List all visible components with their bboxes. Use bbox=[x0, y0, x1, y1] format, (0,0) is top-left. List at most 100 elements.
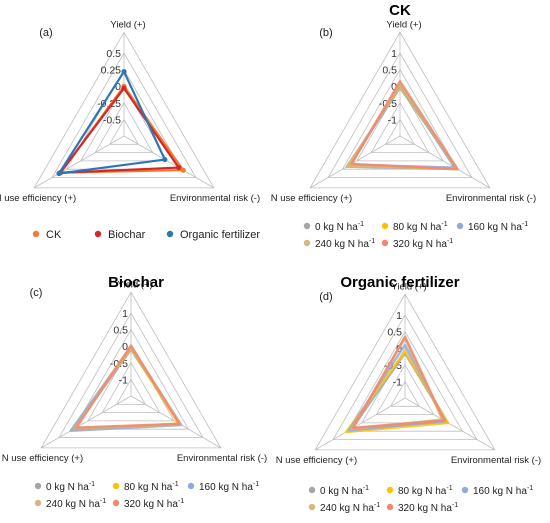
axis-spoke bbox=[40, 395, 132, 449]
tick-label: 1 bbox=[396, 310, 402, 322]
grid-ring bbox=[341, 68, 459, 170]
grid-ring bbox=[40, 291, 222, 449]
legend-marker bbox=[112, 499, 120, 507]
legend-label: 240 kg N ha-1 bbox=[315, 238, 375, 250]
legend-marker bbox=[303, 222, 311, 230]
grid-ring bbox=[108, 118, 140, 145]
axis-label-yield: Yield (+) bbox=[386, 19, 421, 30]
tick-label: 0.5 bbox=[113, 325, 128, 337]
legend-unit: kg N ha bbox=[135, 482, 173, 493]
axis-label-yield: Yield (+) bbox=[117, 279, 152, 290]
legend-unit-sup: -1 bbox=[172, 481, 178, 488]
legend-unit: kg N ha bbox=[216, 482, 254, 493]
legend-unit: kg N ha bbox=[490, 486, 528, 497]
grid-ring bbox=[375, 363, 435, 416]
legend-unit: kg N ha bbox=[332, 239, 370, 250]
series-line-3 bbox=[57, 70, 166, 175]
axis-label-nue: N use efficiency (+) bbox=[2, 453, 83, 464]
legend-unit-sup: -1 bbox=[89, 481, 95, 488]
legend-unit-sup: -1 bbox=[100, 498, 106, 505]
legend-label: 80 kg N ha-1 bbox=[124, 481, 179, 493]
axis-spoke bbox=[123, 135, 215, 189]
grid-ring bbox=[115, 378, 147, 405]
legend-marker bbox=[94, 230, 102, 238]
legend-unit: kg N ha bbox=[404, 222, 442, 233]
legend-marker bbox=[381, 239, 389, 247]
legend-label: 160 kg N ha-1 bbox=[468, 221, 528, 233]
series-point bbox=[176, 164, 182, 171]
axis-spoke bbox=[33, 135, 125, 189]
axis-label-nue: N use efficiency (+) bbox=[276, 455, 357, 466]
tick-label: 0 bbox=[122, 341, 128, 353]
tick-label: 0 bbox=[115, 81, 121, 93]
legend-value: 160 bbox=[468, 222, 485, 233]
legend-value: 80 bbox=[393, 222, 405, 233]
legend-label: 160 kg N ha-1 bbox=[199, 481, 259, 493]
tick-label: -1 bbox=[393, 376, 402, 388]
legend: CK Biochar Organic fertilizer bbox=[32, 229, 260, 241]
legend-value: 0 bbox=[46, 482, 52, 493]
legend-unit-sup: -1 bbox=[363, 485, 369, 492]
legend-unit: kg N ha bbox=[410, 239, 448, 250]
legend-label: 80 kg N ha-1 bbox=[398, 485, 453, 497]
legend-marker bbox=[381, 222, 389, 230]
panel-title: CK bbox=[389, 2, 411, 19]
grid-ring bbox=[80, 85, 168, 162]
legend-marker bbox=[461, 486, 469, 494]
axis-label-env: Environmental risk (-) bbox=[446, 193, 536, 204]
axis-label-yield: Yield (+) bbox=[110, 19, 145, 30]
series-point bbox=[121, 68, 127, 75]
legend-label: 0 kg N ha-1 bbox=[315, 221, 364, 233]
legend-marker bbox=[308, 486, 316, 494]
grid-ring bbox=[389, 380, 421, 407]
axis-spoke bbox=[399, 135, 491, 189]
tick-label: -1 bbox=[388, 114, 397, 126]
legend-unit-sup: -1 bbox=[374, 502, 380, 509]
legend-label: 80 kg N ha-1 bbox=[393, 221, 448, 233]
legend-value: 320 bbox=[124, 499, 141, 510]
legend-marker bbox=[32, 230, 40, 238]
legend-value: 240 bbox=[320, 503, 337, 514]
panel-letter: (c) bbox=[30, 287, 43, 299]
legend-marker bbox=[456, 222, 464, 230]
legend-value: 80 bbox=[124, 482, 136, 493]
legend-value: 80 bbox=[398, 486, 410, 497]
panel-letter: (a) bbox=[39, 27, 52, 39]
legend-label: 240 kg N ha-1 bbox=[320, 502, 380, 514]
legend-unit-sup: -1 bbox=[447, 238, 453, 245]
series-point bbox=[180, 167, 186, 173]
axis-label-env: Environmental risk (-) bbox=[451, 455, 541, 466]
legend-marker bbox=[386, 503, 394, 511]
series-line-5 bbox=[352, 335, 446, 430]
legend-unit: kg N ha bbox=[485, 222, 523, 233]
legend: 0 kg N ha-1 80 kg N ha-1 160 kg N ha-1240 … bbox=[308, 485, 533, 514]
series-point bbox=[121, 85, 127, 91]
legend-label: 240 kg N ha-1 bbox=[46, 498, 106, 510]
legend-marker bbox=[187, 482, 195, 490]
legend-label: 320 kg N ha-1 bbox=[393, 238, 453, 250]
tick-label: 0 bbox=[391, 81, 397, 93]
tick-label: 0.5 bbox=[387, 327, 402, 339]
tick-label: -0.5 bbox=[103, 114, 121, 126]
legend-marker bbox=[166, 230, 174, 238]
legend-marker bbox=[112, 482, 120, 490]
legend-value: 0 bbox=[320, 486, 326, 497]
legend-unit: kg N ha bbox=[63, 499, 101, 510]
axis-spoke bbox=[130, 395, 222, 449]
legend: 0 kg N ha-1 80 kg N ha-1 160 kg N ha-1240 … bbox=[303, 221, 528, 250]
legend-label: 320 kg N ha-1 bbox=[124, 498, 184, 510]
grid-ring bbox=[94, 102, 154, 154]
axis-spoke bbox=[309, 135, 401, 189]
grid-ring bbox=[33, 31, 215, 189]
legend-unit-sup: -1 bbox=[527, 485, 533, 492]
panel-title: Organic fertilizer bbox=[340, 274, 459, 291]
legend-label: 0 kg N ha-1 bbox=[46, 481, 95, 493]
series-line-5 bbox=[75, 344, 181, 429]
legend-label: 0 kg N ha-1 bbox=[320, 485, 369, 497]
legend-value: 240 bbox=[46, 499, 63, 510]
